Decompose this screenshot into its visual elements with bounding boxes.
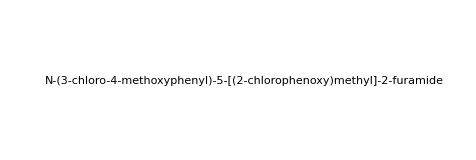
- Text: N-(3-chloro-4-methoxyphenyl)-5-[(2-chlorophenoxy)methyl]-2-furamide: N-(3-chloro-4-methoxyphenyl)-5-[(2-chlor…: [45, 76, 443, 86]
